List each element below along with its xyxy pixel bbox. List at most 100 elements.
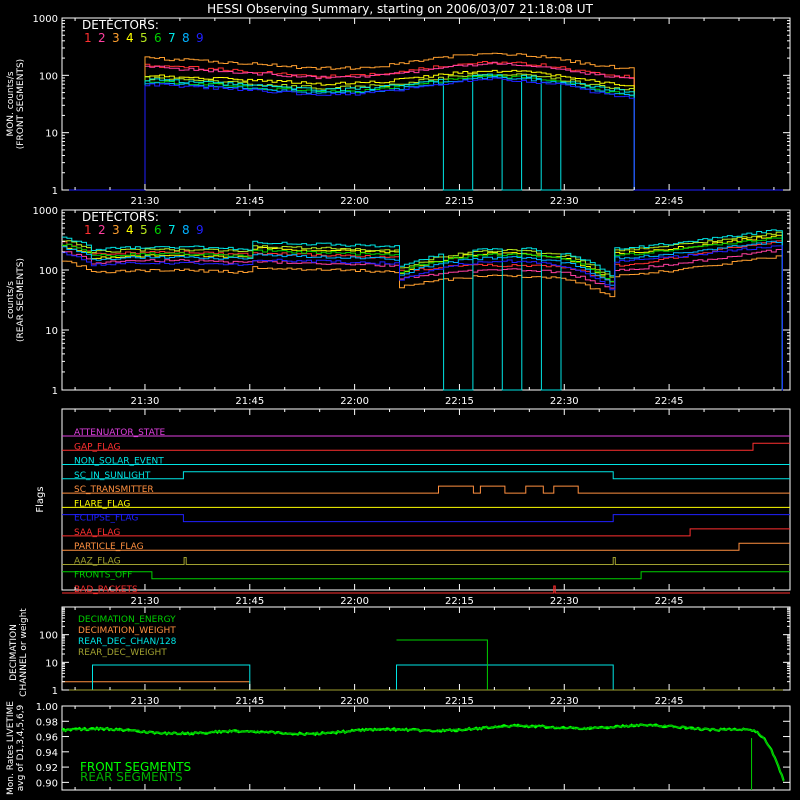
x-tick-label: 22:15 <box>445 196 474 207</box>
flag-label-aaz-flag: AAZ_FLAG <box>74 556 121 566</box>
y-axis-label: (FRONT SEGMENTS) <box>16 59 26 149</box>
livetime-x-ticks <box>74 706 775 790</box>
flag-label-non-solar-event: NON_SOLAR_EVENT <box>74 457 164 467</box>
y-tick-label: 0.94 <box>36 748 58 759</box>
decimation-series-rear-dec-chan-128 <box>62 664 790 691</box>
front-y-ticks: 1 10 100 1000 <box>33 14 790 197</box>
rear-series-detector-9 <box>62 245 790 391</box>
flag-label-sc-transmitter: SC_TRANSMITTER <box>74 485 154 495</box>
flags-x-ticks: 21:30 21:45 22:00 22:15 22:30 22:45 <box>74 409 775 607</box>
y-tick-label: 1 <box>52 386 58 397</box>
decimation-legend-rear-dec-weight: REAR_DEC_WEIGHT <box>78 648 167 658</box>
livetime-legend-front-segments: FRONT SEGMENTS <box>80 760 191 774</box>
decimation-legend-decimation-weight: DECIMATION_WEIGHT <box>78 626 176 636</box>
flag-line-gap-flag <box>62 442 790 451</box>
legend-detector-2: 2 <box>98 223 106 237</box>
legend-detector-5: 5 <box>140 223 148 237</box>
y-tick-label: 100 <box>39 266 58 277</box>
front-series-detector-5 <box>62 73 790 191</box>
x-tick-label: 21:45 <box>235 696 264 707</box>
y-tick-label: 10 <box>45 129 58 140</box>
front-series-detector-7 <box>62 73 790 191</box>
decimation-group: DECIMATION_ENERGYDECIMATION_WEIGHTREAR_D… <box>62 615 790 691</box>
flag-line-saa-flag <box>62 528 790 537</box>
flag-label-gap-flag: GAP_FLAG <box>74 442 120 452</box>
legend-detector-3: 3 <box>112 223 120 237</box>
livetime-panel-frame <box>61 705 791 791</box>
legend-detector-6: 6 <box>154 31 162 45</box>
x-tick-label: 21:30 <box>131 196 160 207</box>
x-tick-label: 21:45 <box>235 396 264 407</box>
rear-series-detector-8 <box>62 240 790 391</box>
decimation-y-label: DECIMATION CHANNEL or weight <box>9 608 29 697</box>
front-series-group <box>62 52 790 191</box>
rear-series-detector-5 <box>62 231 790 391</box>
legend-detector-8: 8 <box>182 223 190 237</box>
y-tick-label: 1.00 <box>36 702 58 713</box>
y-tick-label: 1 <box>52 686 58 697</box>
x-tick-label: 22:45 <box>655 596 684 607</box>
y-tick-label: 0.98 <box>36 717 58 728</box>
x-tick-label: 21:30 <box>131 596 160 607</box>
flag-label-attenuator-state: ATTENUATOR_STATE <box>74 428 166 438</box>
y-axis-label: Mon. Rates LIVETIME <box>6 701 16 795</box>
rear-series-group <box>62 229 790 391</box>
y-tick-label: 1 <box>52 186 58 197</box>
legend-detector-7: 7 <box>168 223 176 237</box>
legend-title: DETECTORS: <box>82 18 159 32</box>
x-tick-label: 21:30 <box>131 396 160 407</box>
rear-series-detector-2 <box>62 249 790 391</box>
x-tick-label: 21:30 <box>131 696 160 707</box>
rear-series-detector-6 <box>62 237 790 391</box>
x-tick-label: 21:45 <box>235 596 264 607</box>
rear-y-ticks: 1 10 100 1000 <box>33 206 790 397</box>
y-axis-label: Flags <box>35 486 46 512</box>
rear-series-detector-4 <box>62 234 790 391</box>
y-tick-label: 0.92 <box>36 763 58 774</box>
flag-line-aaz-flag <box>62 557 790 565</box>
y-tick-label: 10 <box>45 326 58 337</box>
x-tick-label: 22:30 <box>550 196 579 207</box>
front-series-detector-6 <box>62 74 790 191</box>
legend-detector-4: 4 <box>126 31 134 45</box>
x-tick-label: 22:30 <box>550 596 579 607</box>
flag-label-flare-flag: FLARE_FLAG <box>74 499 130 509</box>
x-tick-label: 22:15 <box>445 596 474 607</box>
rear-panel-frame <box>61 209 791 391</box>
front-x-ticks: 21:30 21:45 22:00 22:15 22:30 22:45 <box>74 18 775 207</box>
flag-line-sc-transmitter <box>62 485 790 494</box>
rear-x-ticks: 21:30 21:45 22:00 22:15 22:30 22:45 <box>74 210 775 407</box>
y-tick-label: 10 <box>45 658 58 669</box>
flag-line-bad-packets <box>62 585 790 594</box>
y-axis-label: MON. counts/s <box>6 71 16 136</box>
y-axis-label: (REAR SEGMENTS) <box>16 258 26 342</box>
y-tick-label: 1000 <box>33 14 58 25</box>
flags-group: ATTENUATOR_STATE GAP_FLAG NON_SOLAR_EVENT S… <box>62 428 790 595</box>
x-tick-label: 22:45 <box>655 696 684 707</box>
x-tick-label: 22:30 <box>550 696 579 707</box>
front-series-detector-3 <box>62 52 790 191</box>
flag-line-sc-in-sunlight <box>62 471 790 480</box>
livetime-y-ticks: 0.90 0.92 0.94 0.96 0.98 1.00 <box>36 702 790 789</box>
livetime-legend-rear-segments: REAR SEGMENTS <box>80 770 183 784</box>
livetime-series-rear-segments <box>61 723 785 782</box>
decimation-legend-decimation-energy: DECIMATION_ENERGY <box>78 615 176 625</box>
x-tick-label: 22:15 <box>445 396 474 407</box>
rear-series-detector-7 <box>62 229 790 391</box>
y-tick-label: 1000 <box>33 206 58 217</box>
decimation-legend-rear-dec-chan-128: REAR_DEC_CHAN/128 <box>78 637 177 647</box>
front-series-detector-4 <box>62 69 790 191</box>
page-title: HESSI Observing Summary, starting on 200… <box>207 2 593 16</box>
legend-detector-6: 6 <box>154 223 162 237</box>
y-tick-label: 100 <box>39 71 58 82</box>
front-y-label: MON. counts/s (FRONT SEGMENTS) <box>6 59 26 149</box>
flag-label-fronts-off: FRONTS_OFF <box>74 571 132 581</box>
flag-label-eclipse-flag: ECLIPSE_FLAG <box>74 514 138 524</box>
rear-legend: DETECTORS:1 2 3 4 5 6 7 8 9 <box>82 210 204 237</box>
x-tick-label: 22:00 <box>340 596 369 607</box>
y-axis-label: CHANNEL or weight <box>19 608 29 697</box>
x-tick-label: 22:45 <box>655 396 684 407</box>
x-tick-label: 22:30 <box>550 396 579 407</box>
